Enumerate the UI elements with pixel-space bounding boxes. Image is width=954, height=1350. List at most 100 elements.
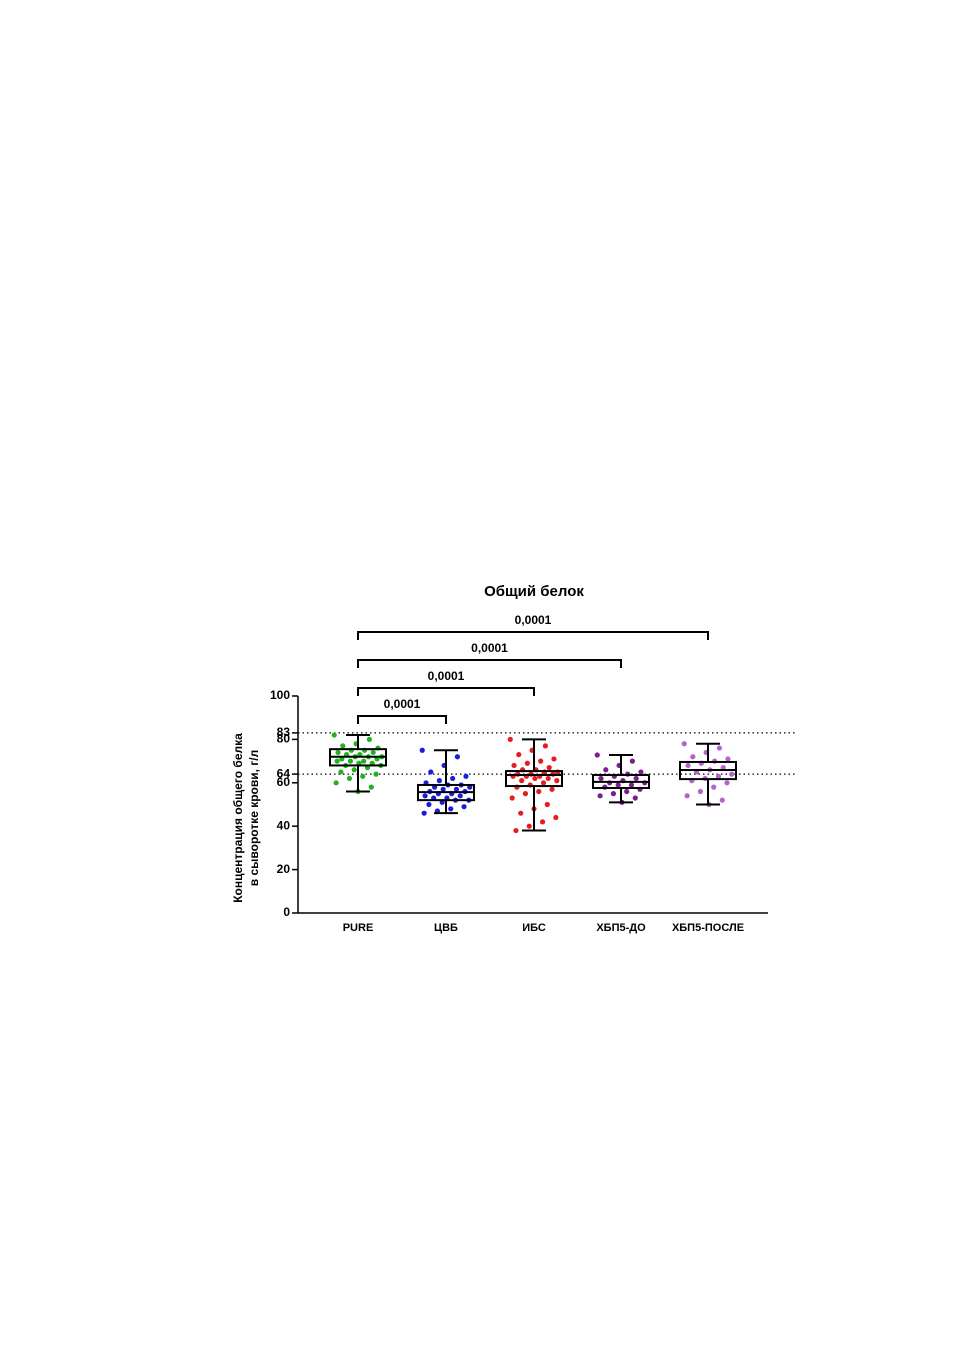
- data-point: [546, 765, 552, 771]
- y-tick-label: 20: [277, 862, 291, 876]
- data-point: [346, 775, 353, 782]
- data-point: [335, 749, 341, 756]
- data-point: [448, 806, 454, 812]
- data-point: [340, 743, 346, 749]
- data-point: [715, 773, 722, 779]
- data-point: [594, 752, 600, 758]
- data-point: [368, 784, 374, 790]
- p-value-label: 0,0001: [428, 669, 465, 683]
- data-point: [690, 754, 696, 760]
- data-point: [542, 743, 549, 749]
- data-point: [422, 793, 428, 799]
- y-tick-label: 64: [277, 766, 291, 780]
- chart-title: Общий белок: [484, 583, 584, 600]
- data-point: [538, 758, 544, 764]
- data-point: [632, 795, 638, 801]
- data-point: [351, 767, 357, 773]
- data-point: [554, 778, 560, 784]
- data-point: [519, 778, 525, 784]
- data-point: [524, 760, 530, 766]
- significance-bracket: [357, 659, 622, 668]
- data-point: [522, 791, 529, 797]
- data-point: [719, 797, 725, 803]
- data-point: [511, 762, 517, 769]
- p-value-label: 0,0001: [471, 641, 508, 655]
- data-point: [426, 801, 432, 808]
- data-point: [331, 732, 337, 738]
- x-tick-label: PURE: [343, 922, 374, 934]
- data-point: [513, 827, 519, 834]
- data-point: [540, 780, 547, 786]
- data-point: [366, 736, 372, 743]
- data-point: [684, 793, 690, 799]
- data-point: [681, 741, 687, 747]
- y-tick-label: 60: [277, 775, 291, 789]
- data-point: [440, 786, 446, 792]
- data-point: [347, 758, 353, 764]
- data-point: [361, 758, 367, 764]
- data-point: [716, 745, 723, 751]
- data-point: [628, 782, 635, 788]
- data-point: [545, 775, 551, 782]
- data-point: [633, 775, 639, 782]
- data-point: [507, 736, 513, 743]
- data-point: [338, 769, 344, 775]
- data-point: [598, 775, 604, 782]
- data-point: [454, 754, 460, 760]
- data-point: [549, 786, 555, 792]
- data-point: [638, 769, 644, 775]
- data-point: [526, 823, 532, 829]
- data-point: [729, 771, 735, 777]
- x-tick-label: ЦВБ: [434, 922, 458, 934]
- data-point: [553, 814, 559, 821]
- y-axis-label: Концентрация общего белка: [231, 733, 245, 903]
- data-point: [428, 769, 434, 775]
- data-point: [603, 767, 609, 773]
- data-point: [725, 756, 731, 762]
- data-point: [457, 793, 463, 799]
- x-tick-label: ХБП5-ДО: [596, 922, 646, 934]
- data-point: [720, 765, 726, 771]
- data-point: [711, 784, 717, 790]
- data-point: [615, 782, 621, 788]
- data-point: [450, 775, 456, 782]
- data-point: [610, 791, 617, 797]
- p-value-label: 0,0001: [515, 613, 552, 627]
- data-point: [624, 788, 630, 795]
- data-point: [463, 773, 469, 779]
- data-point: [421, 810, 427, 816]
- y-tick-label: 83: [277, 725, 291, 739]
- data-point: [453, 786, 460, 792]
- data-point: [333, 780, 339, 786]
- data-point: [509, 795, 515, 801]
- data-point: [544, 801, 550, 808]
- p-value-label: 0,0001: [384, 697, 421, 711]
- y-tick-label: 80: [277, 732, 291, 746]
- data-point: [539, 819, 546, 825]
- data-point: [597, 793, 603, 799]
- data-point: [536, 788, 542, 795]
- data-point: [629, 758, 636, 764]
- y-tick-label: 40: [277, 818, 291, 832]
- y-tick-label: 100: [270, 688, 290, 702]
- significance-bracket: [357, 631, 709, 640]
- y-axis-label: в сыворотке крови, г/л: [247, 750, 261, 886]
- data-point: [518, 810, 524, 816]
- data-point: [419, 747, 425, 753]
- significance-bracket: [357, 687, 535, 696]
- data-point: [373, 771, 379, 777]
- data-point: [370, 749, 376, 756]
- data-point: [685, 762, 691, 769]
- data-point: [551, 756, 557, 762]
- y-tick-label: 0: [283, 905, 290, 919]
- data-point: [436, 778, 442, 784]
- data-point: [461, 804, 467, 810]
- data-point: [360, 773, 366, 779]
- data-point: [334, 758, 340, 764]
- data-point: [697, 788, 704, 795]
- significance-bracket: [357, 715, 447, 724]
- box: [505, 770, 563, 788]
- x-tick-label: ИБС: [522, 922, 546, 934]
- data-point: [532, 775, 538, 782]
